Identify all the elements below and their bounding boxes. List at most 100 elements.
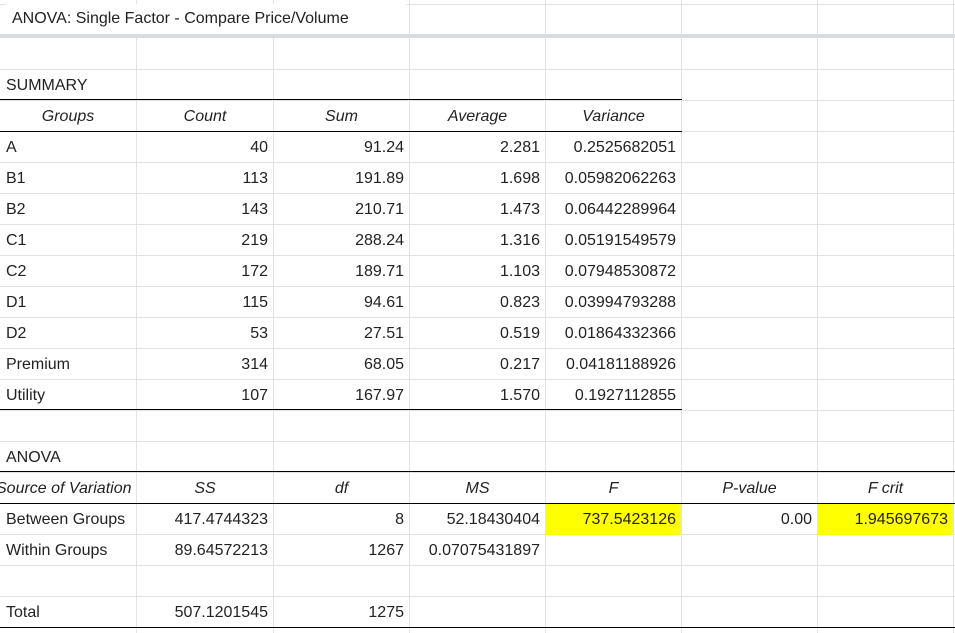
sum-cell[interactable]: 27.51 bbox=[363, 325, 404, 342]
group-cell[interactable]: C2 bbox=[6, 263, 27, 280]
group-cell[interactable]: D2 bbox=[6, 325, 27, 342]
header-f[interactable]: F bbox=[608, 480, 619, 497]
sum-cell[interactable]: 94.61 bbox=[363, 294, 404, 311]
group-cell[interactable]: B1 bbox=[6, 170, 26, 187]
sum-cell[interactable]: 167.97 bbox=[355, 387, 404, 404]
table-border bbox=[0, 99, 682, 100]
sum-cell[interactable]: 191.89 bbox=[355, 170, 404, 187]
header-average[interactable]: Average bbox=[447, 108, 508, 125]
count-cell[interactable]: 113 bbox=[242, 170, 268, 187]
summary-label[interactable]: SUMMARY bbox=[6, 77, 88, 94]
header-source-of-variation[interactable]: Source of Variation bbox=[0, 480, 132, 497]
gridline bbox=[0, 317, 955, 318]
count-cell[interactable]: 40 bbox=[250, 139, 268, 156]
sum-cell[interactable]: 189.71 bbox=[355, 263, 404, 280]
header-groups[interactable]: Groups bbox=[41, 108, 95, 125]
ms-cell[interactable]: 0.07075431897 bbox=[428, 542, 540, 559]
f-cell-highlighted[interactable]: 737.5423126 bbox=[546, 504, 681, 535]
header-df[interactable]: df bbox=[334, 480, 349, 497]
gridline bbox=[0, 100, 955, 101]
frozen-row-divider[interactable] bbox=[0, 34, 955, 38]
gridline bbox=[0, 472, 955, 473]
sum-cell[interactable]: 91.24 bbox=[363, 139, 404, 156]
gridline bbox=[0, 410, 955, 411]
variance-cell[interactable]: 0.01864332366 bbox=[564, 325, 676, 342]
count-cell[interactable]: 172 bbox=[241, 263, 268, 280]
f-crit-cell-highlighted[interactable]: 1.945697673 bbox=[818, 504, 953, 535]
variance-cell[interactable]: 0.06442289964 bbox=[564, 201, 676, 218]
ss-cell[interactable]: 507.1201545 bbox=[174, 604, 268, 621]
p-value-cell[interactable]: 0.00 bbox=[780, 511, 812, 528]
source-cell[interactable]: Within Groups bbox=[6, 542, 108, 559]
group-cell[interactable]: D1 bbox=[6, 294, 27, 311]
sum-cell[interactable]: 210.71 bbox=[355, 201, 404, 218]
source-cell[interactable]: Total bbox=[6, 604, 40, 621]
variance-cell[interactable]: 0.04181188926 bbox=[565, 356, 676, 373]
gridline bbox=[0, 162, 955, 163]
average-cell[interactable]: 1.316 bbox=[499, 232, 540, 249]
variance-cell[interactable]: 0.1927112855 bbox=[574, 387, 676, 404]
count-cell[interactable]: 107 bbox=[241, 387, 268, 404]
gridline bbox=[0, 379, 955, 380]
header-p-value[interactable]: P-value bbox=[722, 480, 777, 497]
variance-cell[interactable]: 0.05191549579 bbox=[564, 232, 676, 249]
gridline bbox=[136, 0, 137, 633]
sum-cell[interactable]: 68.05 bbox=[363, 356, 404, 373]
df-cell[interactable]: 1275 bbox=[368, 604, 404, 621]
anova-label[interactable]: ANOVA bbox=[6, 449, 61, 466]
gridline bbox=[0, 565, 955, 566]
gridline bbox=[0, 596, 955, 597]
group-cell[interactable]: A bbox=[6, 139, 17, 156]
variance-cell[interactable]: 0.03994793288 bbox=[564, 294, 676, 311]
header-f-crit[interactable]: F crit bbox=[867, 480, 904, 497]
count-cell[interactable]: 314 bbox=[241, 356, 268, 373]
group-cell[interactable]: C1 bbox=[6, 232, 27, 249]
gridline bbox=[0, 193, 955, 194]
average-cell[interactable]: 0.217 bbox=[499, 356, 540, 373]
group-cell[interactable]: Utility bbox=[6, 387, 46, 404]
gridline bbox=[681, 0, 682, 633]
gridline bbox=[0, 69, 955, 70]
ss-cell[interactable]: 417.4744323 bbox=[174, 511, 268, 528]
count-cell[interactable]: 219 bbox=[241, 232, 268, 249]
gridline bbox=[545, 0, 546, 633]
header-sum[interactable]: Sum bbox=[325, 108, 358, 125]
average-cell[interactable]: 2.281 bbox=[499, 139, 540, 156]
count-cell[interactable]: 143 bbox=[241, 201, 268, 218]
average-cell[interactable]: 1.698 bbox=[499, 170, 540, 187]
table-border bbox=[0, 409, 682, 410]
ms-cell[interactable]: 52.18430404 bbox=[446, 511, 540, 528]
header-count[interactable]: Count bbox=[183, 108, 227, 125]
variance-cell[interactable]: 0.07948530872 bbox=[564, 263, 676, 280]
sheet-title[interactable]: ANOVA: Single Factor - Compare Price/Vol… bbox=[6, 4, 406, 34]
variance-cell[interactable]: 0.2525682051 bbox=[573, 139, 676, 156]
average-cell[interactable]: 0.519 bbox=[499, 325, 540, 342]
df-cell[interactable]: 8 bbox=[395, 511, 404, 528]
header-variance[interactable]: Variance bbox=[582, 108, 645, 125]
ss-cell[interactable]: 89.64572213 bbox=[174, 542, 268, 559]
gridline bbox=[409, 0, 410, 633]
gridline bbox=[0, 534, 955, 535]
count-cell[interactable]: 115 bbox=[242, 294, 268, 311]
group-cell[interactable]: Premium bbox=[6, 356, 71, 373]
table-border bbox=[0, 627, 955, 628]
gridline bbox=[273, 0, 274, 633]
header-ms[interactable]: MS bbox=[465, 480, 490, 497]
df-cell[interactable]: 1267 bbox=[368, 542, 404, 559]
table-border bbox=[0, 503, 955, 504]
average-cell[interactable]: 1.473 bbox=[499, 201, 540, 218]
average-cell[interactable]: 1.103 bbox=[499, 263, 540, 280]
variance-cell[interactable]: 0.05982062263 bbox=[564, 170, 676, 187]
count-cell[interactable]: 53 bbox=[250, 325, 268, 342]
average-cell[interactable]: 1.570 bbox=[499, 387, 540, 404]
source-cell[interactable]: Between Groups bbox=[6, 511, 126, 528]
gridline bbox=[0, 224, 955, 225]
table-border bbox=[0, 471, 955, 472]
gridline bbox=[0, 348, 955, 349]
group-cell[interactable]: B2 bbox=[6, 201, 26, 218]
average-cell[interactable]: 0.823 bbox=[499, 294, 540, 311]
sum-cell[interactable]: 288.24 bbox=[355, 232, 404, 249]
header-ss[interactable]: SS bbox=[194, 480, 216, 497]
gridline bbox=[0, 441, 955, 442]
